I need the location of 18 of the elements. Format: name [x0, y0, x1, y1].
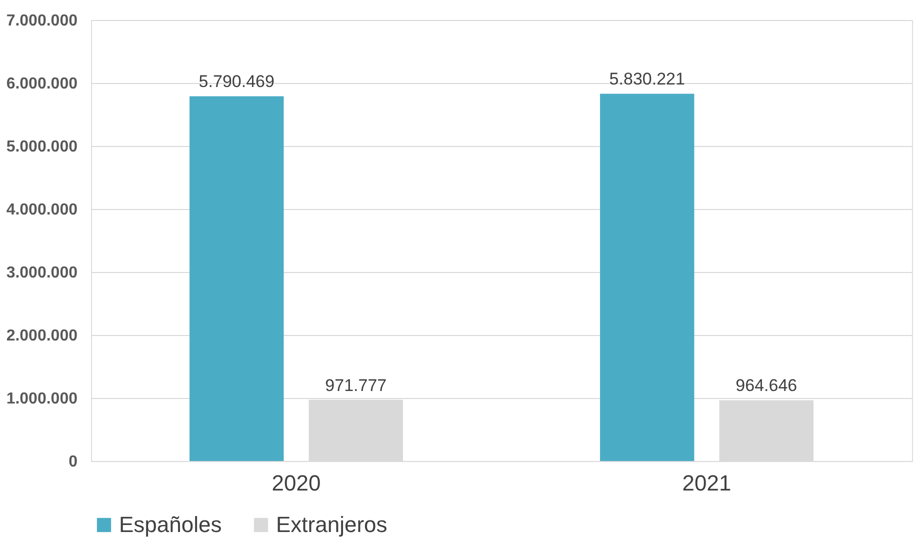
y-tick-label: 5.000.000 [6, 138, 78, 156]
y-tick-label: 6.000.000 [6, 76, 78, 92]
data-label: 964.646 [736, 376, 798, 396]
legend-label: Extranjeros [276, 512, 388, 537]
y-tick-label: 0 [68, 454, 78, 470]
y-tick-label: 7.000.000 [6, 12, 78, 30]
x-tick-label: 2020 [272, 470, 321, 496]
data-label: 971.777 [325, 376, 387, 395]
y-tick-label: 4.000.000 [6, 202, 78, 218]
data-label: 5.830.221 [609, 70, 685, 89]
y-tick-label: 1.000.000 [6, 390, 78, 408]
x-tick-label: 2021 [682, 470, 732, 496]
bar [190, 96, 284, 461]
bar [600, 94, 694, 461]
y-tick-label: 2.000.000 [6, 328, 78, 344]
data-label: 5.790.469 [198, 72, 274, 92]
legend-label: Españoles [119, 512, 222, 537]
y-tick-label: 3.000.000 [6, 264, 78, 282]
